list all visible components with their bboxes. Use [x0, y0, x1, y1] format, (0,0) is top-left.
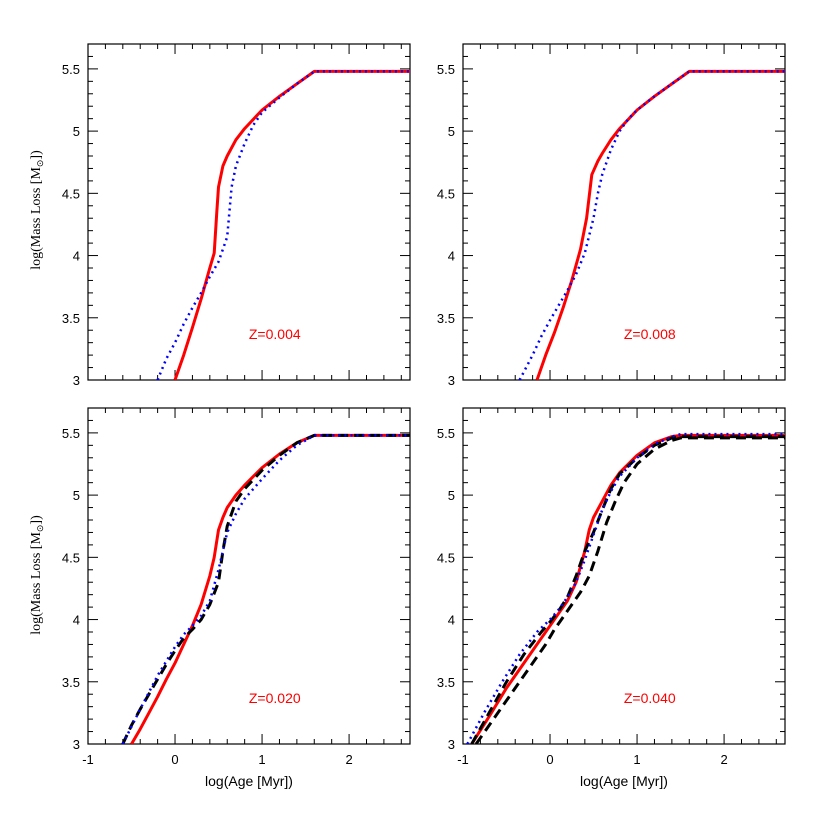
panel-bottom-right: 3 3.5 4 4.5 5 5.5 -1 0 1 2 log(Age [Myr]) Z=0.040: [437, 407, 786, 789]
series-red-solid: [173, 69, 410, 380]
series-black-dashed-1: [470, 435, 785, 744]
metallicity-label: Z=0.004: [249, 326, 301, 342]
metallicity-label: Z=0.020: [249, 690, 301, 706]
panel-top-right: 3 3.5 4 4.5 5 5.5 Z=0.008: [437, 43, 786, 388]
panel-top-left: 3 3.5 4 4.5 5 5.5 Z=0.004: [62, 43, 411, 388]
y-tick-label: 5.5: [437, 62, 455, 77]
plot-frame: [462, 407, 786, 745]
plot-frame: [87, 407, 411, 745]
y-tick-label: 4: [73, 249, 80, 264]
svg-text:log(Mass Loss [M⊙]): log(Mass Loss [M⊙]): [29, 515, 45, 635]
panel-bottom-left: 3 3.5 4 4.5 5 5.5 -1 0 1 2 log(Age [Myr]) Z=0.020: [62, 407, 411, 789]
ylabel-bottom: log(Mass Loss [M⊙]): [29, 515, 45, 635]
x-tick-label: 0: [171, 752, 178, 767]
y-tick-label: 5: [73, 124, 80, 139]
y-tick-label: 3: [73, 373, 80, 388]
x-axis-title: log(Age [Myr]): [580, 773, 668, 789]
y-tick-label: 5.5: [62, 426, 80, 441]
x-tick-label: 2: [720, 752, 727, 767]
y-tick-label: 4: [448, 249, 455, 264]
y-tick-label: 3.5: [437, 675, 455, 690]
x-tick-label: 2: [345, 752, 352, 767]
series-blue-dotted: [121, 434, 410, 744]
y-tick-label: 4.5: [437, 550, 455, 565]
y-tick-label: 4.5: [62, 550, 80, 565]
series-blue-dotted: [466, 432, 785, 744]
x-tick-label: 1: [633, 752, 640, 767]
y-tick-label: 4.5: [62, 186, 80, 201]
y-tick-label: 5.5: [62, 62, 80, 77]
plot-frame: [462, 43, 786, 381]
ylabel-top: log(Mass Loss [M⊙]): [29, 150, 45, 270]
y-tick-label: 5.5: [437, 426, 455, 441]
y-tick-label: 3.5: [62, 675, 80, 690]
y-tick-label: 5: [448, 488, 455, 503]
y-tick-label: 5: [448, 124, 455, 139]
x-tick-label: -1: [82, 752, 94, 767]
series-black-dashed: [121, 433, 410, 744]
series-red-solid: [535, 69, 785, 380]
y-tick-label: 5: [73, 488, 80, 503]
metallicity-label: Z=0.008: [624, 326, 676, 342]
y-tick-label: 3.5: [62, 311, 80, 326]
series-blue-dotted: [518, 70, 785, 380]
y-tick-label: 4: [73, 613, 80, 628]
x-tick-label: -1: [457, 752, 469, 767]
y-tick-label: 3: [73, 737, 80, 752]
plot-frame: [87, 43, 411, 381]
svg-text:log(Mass Loss [M⊙]): log(Mass Loss [M⊙]): [29, 150, 45, 270]
x-axis-title: log(Age [Myr]): [205, 773, 293, 789]
x-tick-label: 0: [546, 752, 553, 767]
y-tick-label: 4: [448, 613, 455, 628]
y-tick-label: 4.5: [437, 186, 455, 201]
y-tick-label: 3: [448, 373, 455, 388]
x-tick-label: 1: [258, 752, 265, 767]
y-tick-label: 3: [448, 737, 455, 752]
y-tick-label: 3.5: [437, 311, 455, 326]
metallicity-label: Z=0.040: [624, 690, 676, 706]
